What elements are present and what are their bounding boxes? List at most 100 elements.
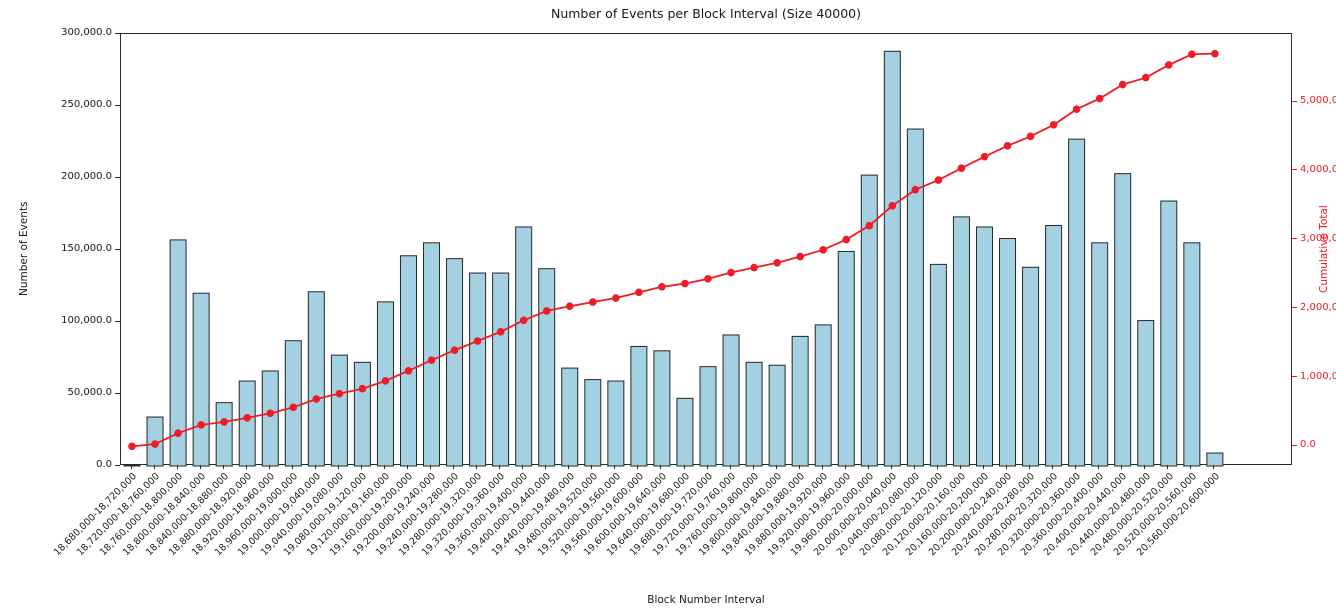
cumulative-point [220, 418, 228, 426]
cumulative-point [496, 327, 505, 336]
bar [745, 361, 763, 467]
bar [515, 226, 533, 467]
y-left-tickmark [115, 176, 120, 178]
chart-title: Number of Events per Block Interval (Siz… [550, 6, 862, 21]
cumulative-point [865, 221, 874, 230]
plot-area [120, 33, 1292, 467]
cumulative-point [197, 421, 205, 429]
y-left-tickmark [115, 248, 120, 250]
x-tickmark [476, 465, 478, 469]
cumulative-point [358, 384, 367, 393]
cumulative-point [589, 298, 597, 306]
bar [699, 366, 717, 467]
cumulative-point [312, 395, 321, 403]
x-tickmark [245, 465, 247, 469]
cumulative-point [1003, 142, 1012, 150]
cumulative-point [934, 176, 943, 184]
bar [284, 340, 302, 467]
bar [1183, 242, 1201, 467]
cumulative-point [658, 283, 666, 291]
x-tickmark [291, 465, 293, 469]
cumulative-point [450, 346, 459, 355]
bar [238, 380, 256, 467]
x-tickmark [153, 465, 155, 469]
x-tickmark [798, 465, 800, 469]
x-tickmark [568, 465, 570, 469]
bar [653, 350, 671, 467]
cumulative-point [266, 409, 275, 418]
y-left-tickmark [115, 392, 120, 394]
x-tickmark [499, 465, 501, 469]
x-tickmark [729, 465, 731, 469]
cumulative-point [1118, 80, 1127, 89]
bar [446, 258, 464, 467]
cumulative-point [404, 367, 413, 375]
x-tickmark [913, 465, 915, 469]
cumulative-point [128, 442, 136, 451]
x-axis-label: Block Number Interval [647, 594, 765, 606]
cumulative-point [542, 307, 551, 315]
cumulative-point [842, 235, 851, 244]
bar [584, 379, 602, 467]
bar [1114, 173, 1132, 467]
x-tickmark [430, 465, 431, 469]
cumulative-point [635, 288, 643, 297]
x-tickmark [614, 465, 616, 469]
x-tickmark [1052, 465, 1054, 469]
x-tickmark [591, 465, 593, 469]
cumulative-point [980, 152, 989, 161]
x-tickmark [1213, 465, 1215, 469]
x-tickmark [522, 465, 524, 469]
y-left-tick-label: 50,000.0 [67, 387, 112, 398]
y-left-tickmark [115, 32, 120, 34]
x-tickmark [936, 465, 938, 469]
cumulative-point [796, 252, 804, 261]
x-tickmark [1190, 465, 1192, 469]
y-right-tickmark [1292, 444, 1297, 446]
x-tickmark [337, 465, 339, 469]
cumulative-point [473, 337, 482, 345]
bar [906, 128, 924, 467]
y-right-tick-label: 4,000,000.0 [1300, 163, 1336, 175]
cumulative-point [819, 246, 827, 254]
cumulative-point [381, 377, 390, 385]
bar [1045, 225, 1063, 467]
bar [469, 272, 487, 467]
y-right-tick-label: 0.0 [1300, 439, 1316, 451]
x-tickmark [360, 465, 362, 469]
bar [722, 334, 740, 467]
cumulative-point [727, 268, 735, 277]
cumulative-point [1095, 94, 1104, 103]
cumulative-point [174, 429, 182, 438]
cumulative-point [1211, 49, 1219, 58]
bar [1091, 242, 1109, 467]
cumulative-point [243, 414, 251, 422]
x-tickmark [983, 465, 984, 469]
x-tickmark [1029, 465, 1031, 469]
x-tickmark [683, 465, 685, 469]
cumulative-point [681, 279, 689, 288]
x-tickmark [821, 465, 823, 469]
y-left-tick-label: 200,000.0 [61, 171, 112, 182]
bar [538, 268, 556, 467]
bar [630, 345, 648, 467]
bar [192, 292, 210, 467]
y-right-tick-label: 1,000,000.0 [1300, 370, 1336, 382]
x-tickmark [314, 465, 316, 469]
y-right-tickmark [1292, 169, 1297, 171]
bar [492, 272, 510, 467]
x-tickmark [1167, 465, 1169, 469]
bar [676, 397, 694, 467]
x-tickmark [637, 465, 639, 469]
y-left-tick-label: 0.0 [96, 459, 112, 470]
y-right-tick-label: 3,000,000.0 [1300, 232, 1336, 244]
x-tickmark [545, 465, 547, 469]
cumulative-point [1188, 50, 1196, 59]
x-tickmark [959, 465, 961, 469]
bar [1022, 266, 1040, 467]
x-tickmark [222, 465, 224, 469]
x-tickmark [890, 465, 892, 469]
cumulative-point [427, 356, 436, 364]
x-tickmark [1098, 465, 1100, 469]
